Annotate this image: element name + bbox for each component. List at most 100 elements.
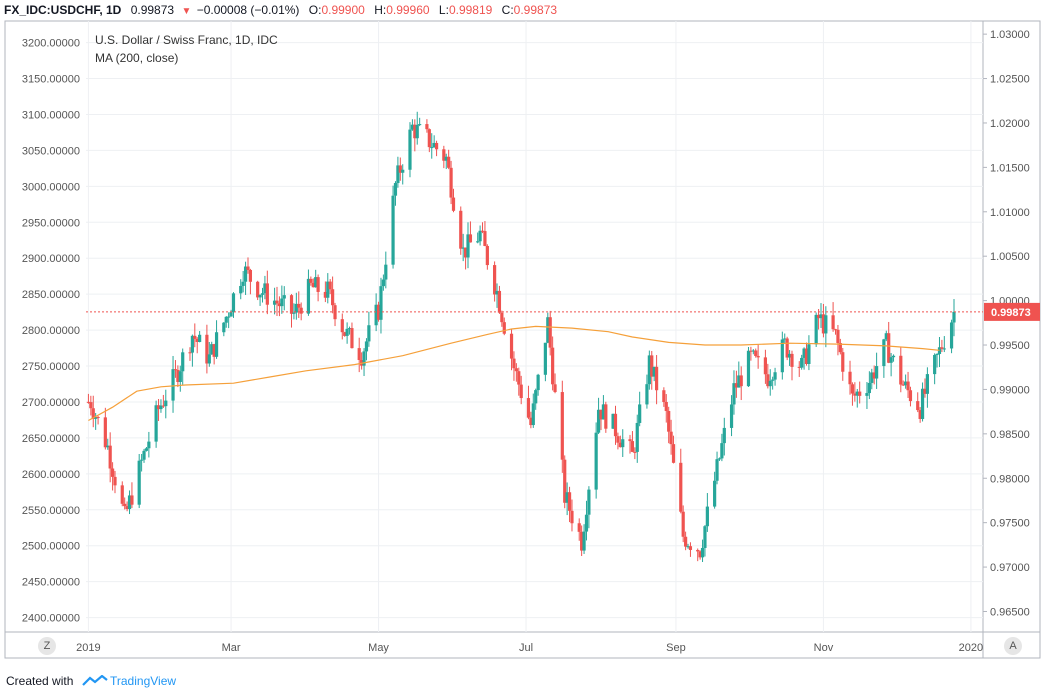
chart-frame: [4, 20, 1041, 659]
candle-body: [434, 142, 439, 150]
candle-body: [882, 339, 886, 367]
candle-body: [176, 369, 180, 382]
candle-body: [790, 353, 794, 367]
candle-body: [178, 371, 182, 382]
candle-body: [328, 281, 332, 290]
candle-body: [763, 357, 767, 375]
candle-body: [393, 183, 398, 196]
candle-body: [195, 338, 199, 342]
candle-body: [379, 286, 383, 320]
candle-body: [628, 439, 632, 442]
candle-body: [698, 551, 702, 558]
candle-body: [688, 546, 693, 550]
candle-body: [161, 405, 165, 407]
candle-body: [239, 285, 243, 294]
candle-body: [188, 352, 192, 354]
candle-body: [797, 366, 801, 368]
right-tick-label: 1.02000: [990, 118, 1030, 130]
candle-body: [459, 210, 463, 249]
candle-body: [937, 347, 942, 355]
candle-body: [787, 353, 792, 358]
candle-body: [326, 281, 330, 298]
candle-body: [147, 441, 151, 449]
candle-body: [865, 393, 869, 396]
last-price: 0.99873: [130, 3, 175, 17]
candle-body: [154, 405, 158, 442]
candle-body: [89, 402, 93, 409]
right-axis-ticks: 1.03000 1.02500 1.02000 1.01500 1.01000 1.005…: [983, 29, 1030, 618]
candle-body: [248, 269, 253, 282]
candle-body: [476, 241, 480, 243]
candle-body: [923, 388, 927, 394]
candle-body: [821, 314, 826, 334]
created-with-text: Created with: [6, 674, 74, 688]
zoom-button[interactable]: Z: [38, 637, 56, 655]
left-tick-label: 2550.00000: [22, 505, 80, 517]
left-tick-label: 2850.00000: [22, 289, 80, 301]
candle-body: [299, 307, 303, 314]
candle-body: [703, 526, 707, 548]
candle-body: [652, 366, 656, 377]
candle-body: [86, 401, 91, 403]
candle-body: [120, 485, 124, 504]
candle-body: [604, 404, 608, 429]
close-value: 0.99873: [513, 3, 558, 17]
close-label: C:: [501, 3, 514, 17]
candle-body: [265, 283, 269, 305]
candle-body: [468, 234, 473, 243]
candle-body: [316, 277, 320, 292]
candle-body: [567, 492, 572, 511]
candle-body: [734, 383, 738, 388]
candle-body: [858, 391, 862, 396]
candle-body: [408, 129, 412, 170]
left-tick-label: 2800.00000: [22, 325, 80, 337]
candle-body: [717, 458, 722, 460]
candle-body: [495, 290, 499, 295]
candle-body: [500, 312, 504, 323]
tradingview-link[interactable]: TradingView: [110, 674, 177, 688]
candle-body: [577, 523, 581, 532]
candle-body: [838, 343, 842, 353]
candle-body: [347, 328, 352, 330]
candle-body: [256, 281, 260, 298]
symbol-name: FX_IDC:USDCHF, 1D: [4, 3, 122, 17]
candle-body: [401, 169, 405, 173]
left-tick-label: 3150.00000: [22, 74, 80, 86]
candle-body: [362, 351, 366, 366]
candle-body: [754, 350, 758, 356]
candle-body: [391, 195, 395, 265]
candle-body: [531, 403, 535, 426]
candle-body: [106, 445, 110, 448]
candle-body: [272, 300, 277, 305]
candle-body: [164, 400, 168, 407]
candle-body: [449, 167, 453, 198]
candle-body: [814, 314, 818, 345]
candle-body: [447, 156, 451, 168]
candle-body: [645, 384, 649, 405]
candle-body: [952, 311, 956, 323]
candle-body: [756, 355, 760, 358]
auto-scale-button[interactable]: A: [1004, 637, 1022, 655]
candle-body: [841, 352, 845, 372]
candle-body: [551, 347, 555, 385]
candle-body: [633, 451, 637, 453]
right-tick-label: 0.99000: [990, 384, 1030, 396]
candle-body: [684, 536, 688, 547]
candle-body: [193, 335, 197, 339]
candle-body: [785, 338, 789, 358]
candle-body: [618, 442, 622, 448]
candle-body: [509, 333, 514, 359]
candle-body: [949, 322, 954, 349]
candle-body: [768, 380, 772, 387]
left-tick-label: 2450.00000: [22, 577, 80, 589]
candle-body: [565, 492, 569, 503]
candle-body: [277, 303, 282, 307]
x-tick-label: Mar: [222, 642, 241, 654]
candle-body: [918, 410, 922, 419]
left-tick-label: 3000.00000: [22, 181, 80, 193]
candle-body: [243, 266, 248, 282]
price-change: −0.00008 (−0.01%): [196, 3, 300, 17]
right-tick-label: 1.03000: [990, 29, 1030, 41]
candle-body: [340, 319, 344, 333]
